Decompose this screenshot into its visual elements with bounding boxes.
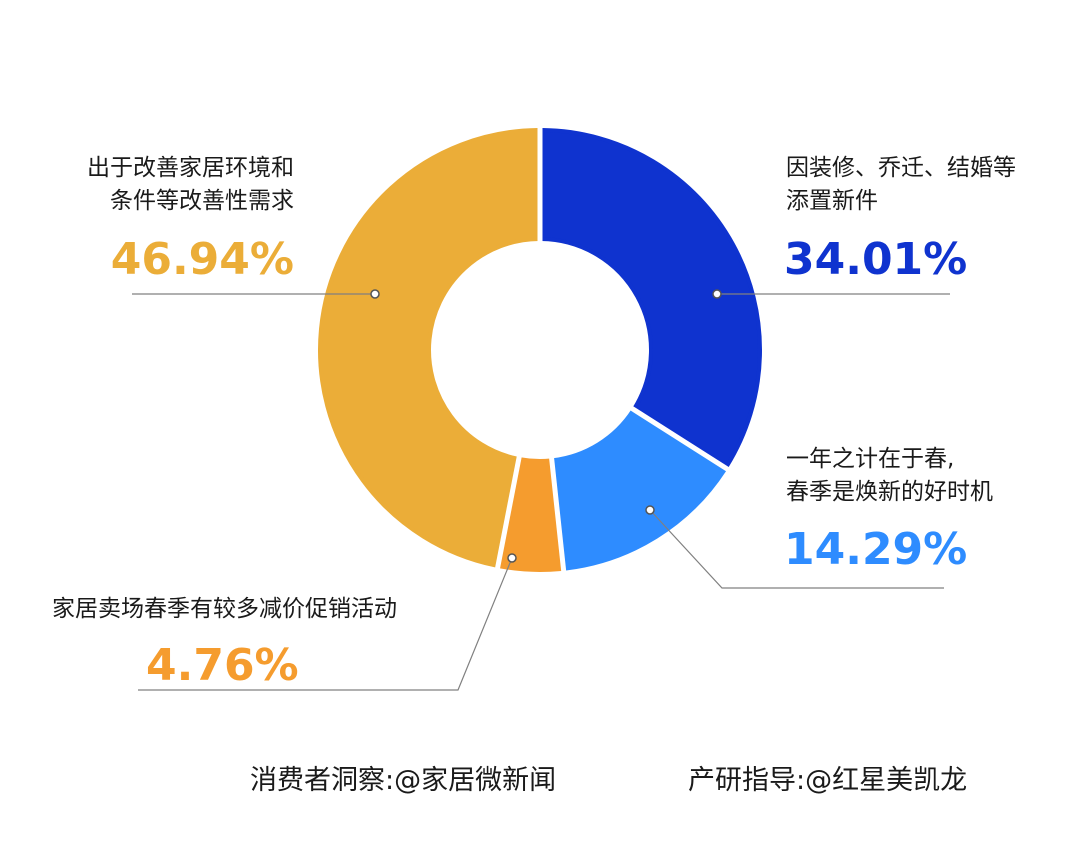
slice-value-renovation: 34.01%	[784, 236, 967, 284]
slice-label-line: 出于改善家居环境和	[87, 155, 294, 181]
slice-label-line: 因装修、乔迁、结婚等	[786, 155, 1016, 181]
footer-source: 消费者洞察:@家居微新闻	[250, 765, 557, 796]
donut-slice	[318, 128, 541, 568]
slice-label-line: 春季是焕新的好时机	[786, 479, 993, 505]
donut-slice	[539, 128, 762, 468]
slice-label-line: 条件等改善性需求	[110, 188, 294, 214]
slice-label-renovation: 因装修、乔迁、结婚等 添置新件	[786, 152, 1016, 218]
slice-label-spring: 一年之计在于春, 春季是焕新的好时机	[786, 443, 993, 509]
leader-line	[138, 557, 513, 691]
slice-label-promotion: 家居卖场春季有较多减价促销活动	[52, 593, 397, 626]
leader-dot	[645, 505, 655, 515]
leader-dot	[712, 289, 722, 299]
slice-value-text: 14.29%	[784, 524, 968, 575]
slice-value-spring: 14.29%	[784, 526, 967, 574]
slice-value-improvement: 46.94%	[111, 236, 294, 284]
slice-label-line: 家居卖场春季有较多减价促销活动	[52, 596, 397, 622]
footer-guidance: 产研指导:@红星美凯龙	[688, 765, 968, 796]
slice-value-text: 4.76%	[146, 640, 299, 691]
slice-gap	[627, 404, 733, 474]
slice-label-line: 一年之计在于春,	[786, 446, 955, 472]
slice-value-promotion: 4.76%	[146, 642, 299, 690]
donut-slice	[551, 408, 727, 571]
leader-line	[649, 509, 944, 589]
slice-label-line: 添置新件	[786, 188, 878, 214]
leader-dot	[507, 553, 517, 563]
leader-dot	[370, 289, 380, 299]
slice-value-text: 34.01%	[784, 234, 968, 285]
slice-value-text: 46.94%	[110, 234, 294, 285]
slice-label-improvement: 出于改善家居环境和 条件等改善性需求	[87, 152, 294, 218]
slice-gap	[548, 454, 567, 575]
slice-gap	[494, 452, 523, 573]
